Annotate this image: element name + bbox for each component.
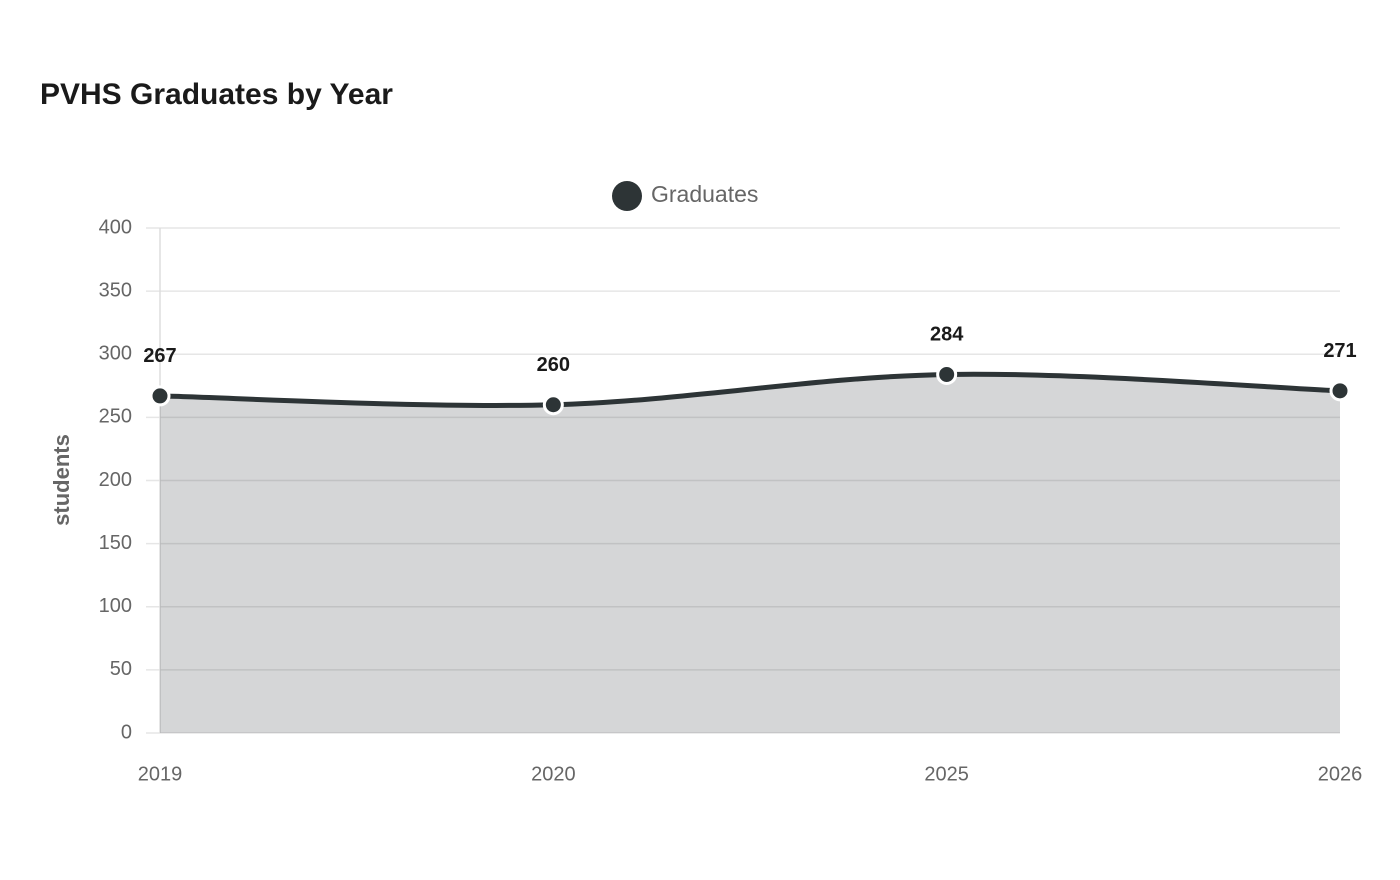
point — [542, 394, 564, 416]
chart-title: PVHS Graduates by Year — [40, 78, 393, 111]
x-tick-label: 2026 — [1318, 763, 1363, 785]
y-tick-label: 400 — [99, 216, 132, 238]
area-fill — [160, 374, 1340, 733]
y-tick-label: 100 — [99, 595, 132, 617]
data-label: 260 — [537, 354, 570, 376]
y-tick-label: 350 — [99, 279, 132, 301]
point — [936, 363, 958, 385]
y-tick-label: 0 — [121, 721, 132, 743]
y-tick-label: 50 — [110, 658, 132, 680]
y-tick-label: 150 — [99, 532, 132, 554]
x-tick-label: 2020 — [531, 763, 576, 785]
point — [1329, 380, 1351, 402]
y-axis-label: students — [49, 434, 74, 526]
line — [159, 371, 1341, 408]
y-tick-label: 300 — [99, 343, 132, 365]
data-label: 267 — [143, 345, 176, 367]
legend-label: Graduates — [651, 181, 758, 207]
x-tick-label: 2019 — [138, 763, 183, 785]
y-tick-label: 200 — [99, 469, 132, 491]
point — [149, 385, 171, 407]
data-label: 271 — [1323, 340, 1356, 362]
y-tick-label: 250 — [99, 406, 132, 428]
data-label: 284 — [930, 324, 964, 346]
x-tick-label: 2025 — [924, 763, 969, 785]
legend-marker — [612, 181, 642, 211]
